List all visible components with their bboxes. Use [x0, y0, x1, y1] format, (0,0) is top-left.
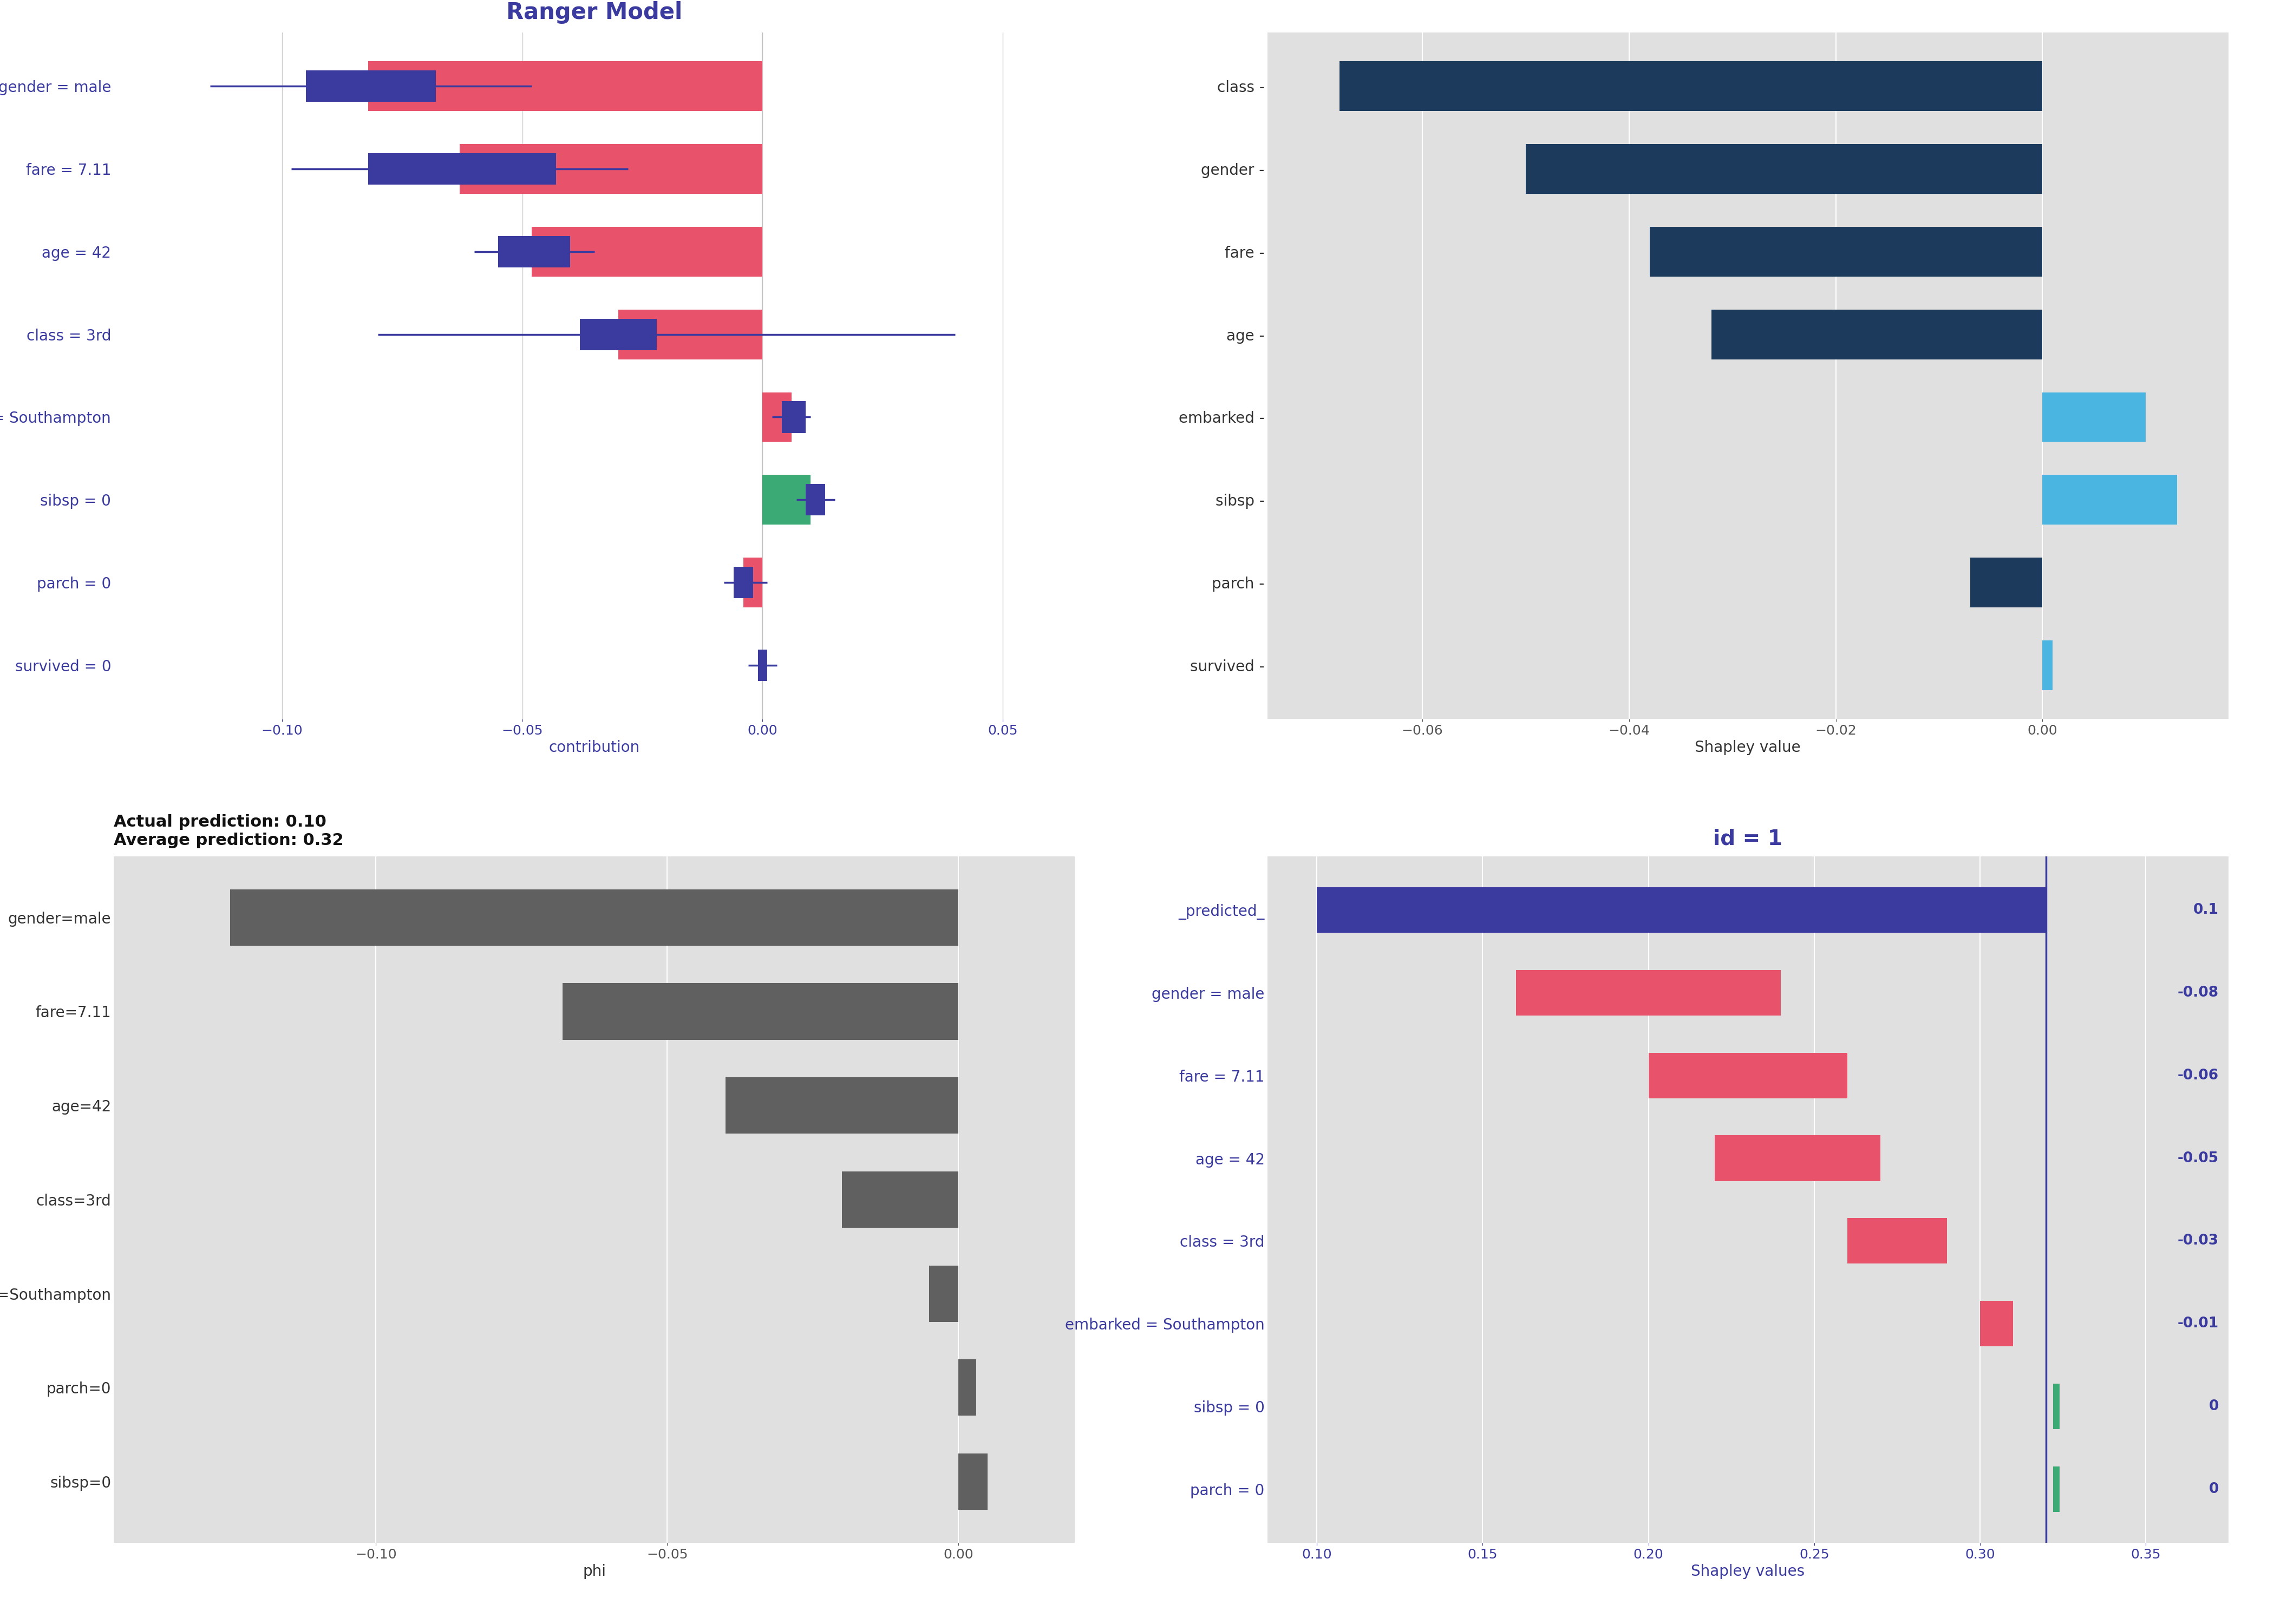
Bar — [957, 1453, 987, 1510]
X-axis label: contribution: contribution — [548, 741, 639, 755]
Bar — [1715, 1135, 1881, 1181]
Title: id = 1: id = 1 — [1712, 828, 1783, 849]
Bar — [307, 70, 437, 102]
Bar — [498, 235, 571, 268]
Bar — [368, 153, 555, 185]
Bar — [930, 1265, 957, 1322]
Text: -0.08: -0.08 — [2178, 986, 2219, 1000]
Bar — [368, 62, 762, 110]
Bar — [757, 650, 766, 680]
Bar — [762, 393, 791, 442]
Bar — [744, 557, 762, 607]
Text: -0.06: -0.06 — [2178, 1069, 2219, 1083]
Bar — [532, 227, 762, 276]
Bar — [762, 474, 810, 525]
Bar — [1317, 887, 2047, 932]
Bar — [805, 484, 825, 515]
Text: Actual prediction: 0.10
Average prediction: 0.32: Actual prediction: 0.10 Average predicti… — [114, 814, 343, 848]
Bar — [2042, 393, 2147, 442]
Bar — [2042, 474, 2176, 525]
Bar — [841, 1171, 957, 1228]
Bar — [1712, 310, 2042, 359]
Bar — [580, 318, 657, 351]
Text: -0.05: -0.05 — [2178, 1151, 2219, 1166]
X-axis label: phi: phi — [582, 1564, 605, 1579]
Bar — [1969, 557, 2042, 607]
Text: -0.01: -0.01 — [2176, 1317, 2219, 1330]
Text: 0: 0 — [2208, 1483, 2219, 1496]
Bar — [562, 983, 957, 1039]
Text: 0.1: 0.1 — [2192, 903, 2219, 918]
X-axis label: Shapley value: Shapley value — [1694, 741, 1801, 755]
Bar — [1981, 1301, 2012, 1346]
Bar — [782, 401, 805, 434]
Bar — [735, 567, 753, 598]
Title: Ranger Model: Ranger Model — [507, 2, 682, 24]
Text: -0.03: -0.03 — [2178, 1234, 2219, 1247]
Bar — [230, 890, 957, 945]
Bar — [2042, 640, 2053, 690]
Bar — [1649, 227, 2042, 276]
Bar — [1517, 970, 1781, 1015]
Bar — [459, 145, 762, 193]
Bar — [1526, 145, 2042, 193]
Bar — [619, 310, 762, 359]
Bar — [1846, 1218, 1947, 1263]
Bar — [957, 1359, 976, 1416]
X-axis label: Shapley values: Shapley values — [1692, 1564, 1806, 1579]
Bar — [2053, 1384, 2060, 1429]
Bar — [1649, 1052, 1846, 1098]
Bar — [1339, 62, 2042, 110]
Bar — [725, 1077, 957, 1134]
Text: 0: 0 — [2208, 1400, 2219, 1413]
Bar — [2053, 1466, 2060, 1512]
